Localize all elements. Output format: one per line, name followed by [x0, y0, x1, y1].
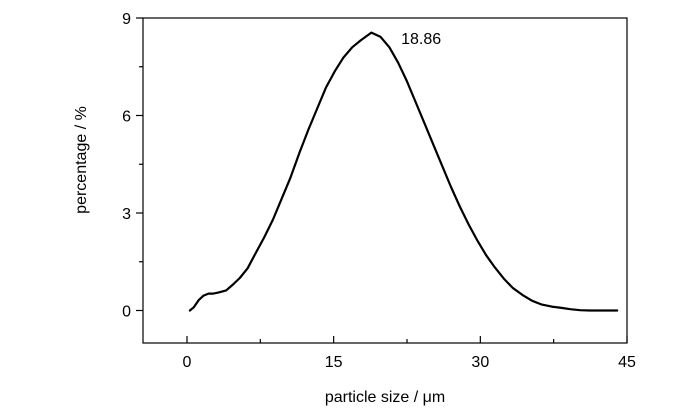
- peak-annotation: 18.86: [401, 31, 441, 48]
- x-axis-label: particle size / μm: [325, 389, 445, 406]
- y-tick-label: 0: [122, 304, 131, 321]
- y-tick-label: 3: [122, 206, 131, 223]
- x-tick-label: 0: [183, 354, 192, 371]
- y-axis-label: percentage / %: [73, 106, 90, 214]
- y-tick-label: 9: [122, 11, 131, 28]
- x-tick-label: 45: [618, 354, 636, 371]
- x-tick-label: 15: [325, 354, 343, 371]
- y-tick-label: 6: [122, 109, 131, 126]
- plot-frame: [143, 18, 627, 343]
- series-line-particle-distribution: [190, 33, 617, 311]
- tick-labels: 0 15 30 45 0 3 6 9: [122, 11, 636, 371]
- x-tick-label: 30: [471, 354, 489, 371]
